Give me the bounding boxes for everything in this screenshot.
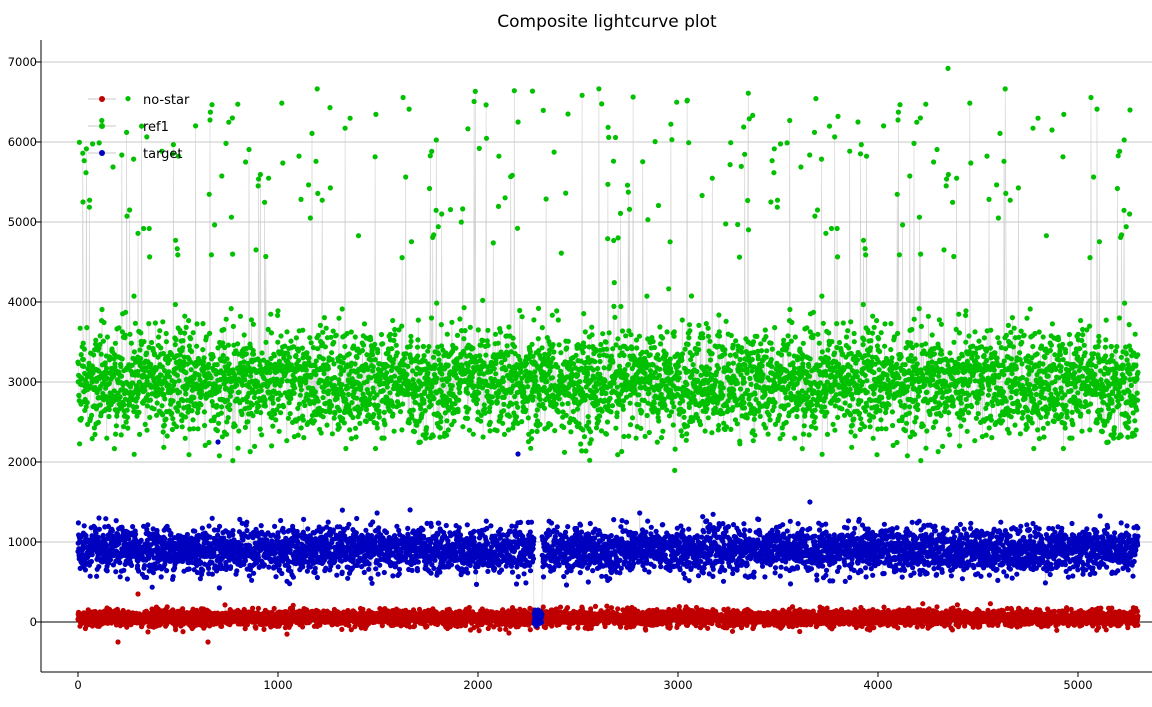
x-tick-label: 3000 [663, 678, 692, 692]
data-point-no-star [871, 625, 876, 630]
data-point-no-star [988, 601, 993, 606]
data-point-no-star [253, 626, 258, 631]
y-tick-label: 6000 [8, 135, 37, 149]
data-point-no-star [955, 602, 960, 607]
data-point-no-star [467, 605, 472, 610]
y-tick-label: 0 [30, 615, 37, 629]
data-point-no-star [256, 606, 261, 611]
y-tick-label: 4000 [8, 295, 37, 309]
x-tick-label: 4000 [863, 678, 892, 692]
data-point-no-star [934, 604, 939, 609]
data-point-no-star [284, 632, 289, 637]
x-tick-label: 1000 [263, 678, 292, 692]
data-point-no-star [165, 604, 170, 609]
data-point-no-star [291, 603, 296, 608]
data-point-no-star [339, 627, 344, 632]
data-point-no-star [730, 629, 735, 634]
data-point-no-star [360, 607, 365, 612]
data-point-no-star [797, 629, 802, 634]
data-point-no-star [1054, 628, 1059, 633]
data-point-no-star [528, 627, 533, 632]
data-point-no-star [881, 605, 886, 610]
data-point-no-star [609, 605, 614, 610]
data-point-no-star [615, 606, 620, 611]
data-point-no-star [593, 604, 598, 609]
data-point-no-star [477, 628, 482, 633]
data-point-no-star [895, 625, 900, 630]
data-point-no-star [173, 627, 178, 632]
data-point-no-star [705, 626, 710, 631]
y-tick-label: 3000 [8, 375, 37, 389]
data-point-no-star [643, 627, 648, 632]
data-point-no-star [261, 627, 266, 632]
data-point-no-star [145, 629, 150, 634]
y-tick-label: 1000 [8, 535, 37, 549]
y-tick-label: 5000 [8, 215, 37, 229]
data-point-no-star [668, 624, 673, 629]
x-tick-label: 2000 [463, 678, 492, 692]
data-point-no-star [920, 601, 925, 606]
data-point-no-star [565, 605, 570, 610]
data-point-no-star [604, 604, 609, 609]
data-point-no-star [497, 627, 502, 632]
chart-title: Composite lightcurve plot [497, 12, 717, 32]
data-point-no-star [180, 629, 185, 634]
data-point-no-star [558, 605, 563, 610]
data-point-no-star [950, 627, 955, 632]
data-point-no-star [506, 630, 511, 635]
data-point-no-star [588, 606, 593, 611]
y-tick-label: 2000 [8, 455, 37, 469]
y-tick-label: 7000 [8, 55, 37, 69]
x-tick-label: 5000 [1063, 678, 1092, 692]
data-point-no-star [300, 624, 305, 629]
data-point-no-star [541, 604, 546, 609]
x-tick-label: 0 [74, 678, 81, 692]
data-point-no-star [272, 606, 277, 611]
data-point-no-star [222, 602, 227, 607]
data-point-no-star [920, 623, 925, 628]
